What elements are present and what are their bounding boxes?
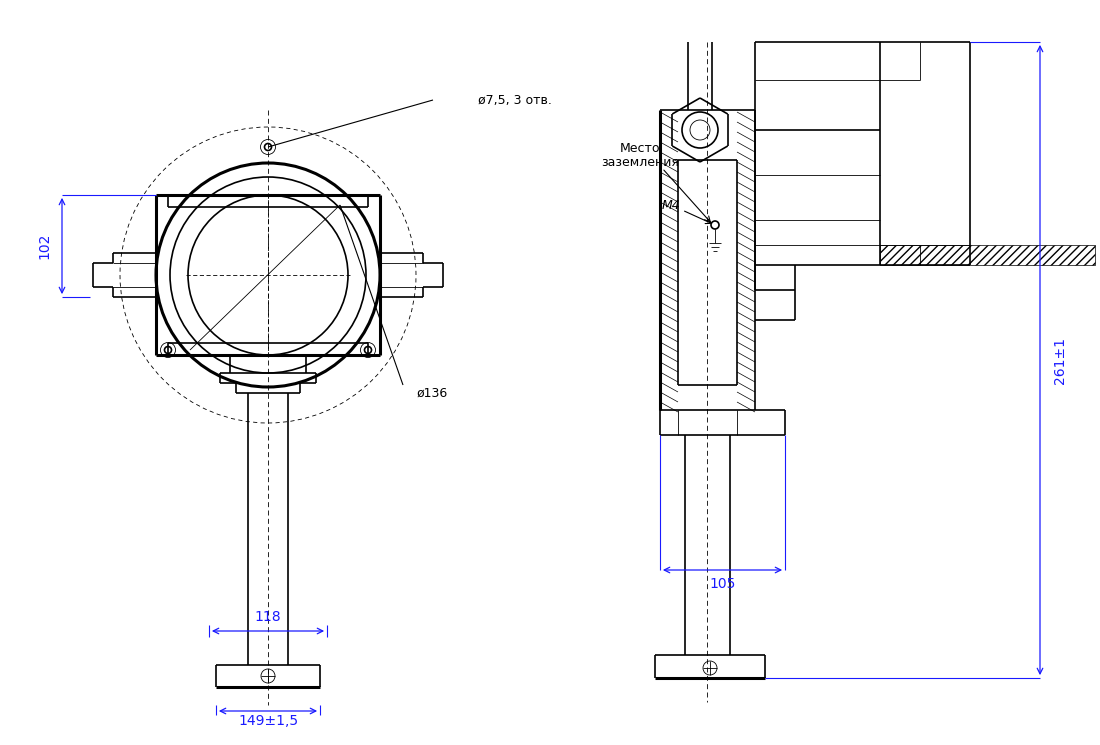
Text: 261±1: 261±1	[1053, 337, 1067, 384]
Text: M4: M4	[661, 198, 680, 212]
Text: ø136: ø136	[416, 387, 448, 399]
Text: Место: Место	[619, 142, 660, 154]
Text: 118: 118	[255, 610, 282, 624]
Text: 105: 105	[710, 577, 736, 591]
Bar	[880, 245, 1094, 265]
Text: заземления: заземления	[601, 156, 679, 168]
Text: 102: 102	[37, 233, 51, 259]
Text: ø7,5, 3 отв.: ø7,5, 3 отв.	[478, 94, 552, 107]
Text: 149±1,5: 149±1,5	[238, 714, 298, 728]
